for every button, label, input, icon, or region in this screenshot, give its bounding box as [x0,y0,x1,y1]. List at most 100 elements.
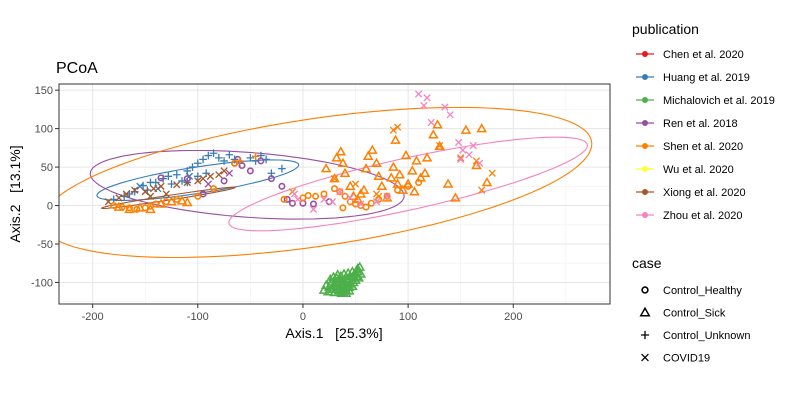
point-shen-sick [155,198,167,208]
point-shen-sick [409,186,420,196]
point-mich-sick [354,261,366,271]
point-mich-sick [335,270,347,281]
point-ren-healthy [157,174,165,182]
legend-key-dot-huang [642,74,648,80]
ellipse-shen [59,106,593,259]
point-shen-sick [166,196,177,206]
ellipse-huang [96,159,300,201]
point-zhou-covid [427,118,435,127]
legend-key-dot-chen [642,51,648,57]
legend-key-sick [639,306,651,317]
point-huang-unknown [164,172,173,181]
plot-border [58,83,611,305]
point-shen-covid [478,186,486,194]
point-shen-unknown [236,157,244,165]
y-tick-label: 150 [35,85,53,97]
point-zhou-covid [454,138,463,147]
point-ren-healthy [278,182,286,190]
point-shen-sick [360,163,372,173]
legend-label-ren: Ren et al. 2018 [663,118,738,130]
legend-label-xiong: Xiong et al. 2020 [663,187,746,199]
point-ren-healthy [246,167,254,175]
point-shen-sick [415,172,427,182]
point-shen-sick [176,195,188,205]
point-zhou-covid [475,159,484,167]
point-shen-covid [435,141,444,150]
point-zhou-covid [465,151,473,159]
point-huang-unknown [209,149,218,158]
y-tick-label: -50 [37,239,53,251]
point-ren-healthy [309,200,317,208]
point-ren-healthy [257,157,265,165]
point-mich-sick [322,286,334,296]
point-shen-sick [434,140,445,151]
point-shen-sick [124,203,135,214]
point-shen-sick [358,184,370,194]
x-tick-label: 100 [399,311,417,323]
point-shen-sick [390,134,401,144]
legend-key-dot-mich [642,97,648,103]
ellipse-ren [89,149,405,220]
point-mich-sick [331,272,342,282]
point-shen-unknown [251,152,260,161]
point-zhou-covid [383,192,391,200]
point-shen-healthy [210,185,218,193]
legend-case-title: case [632,255,662,271]
point-shen-sick [402,178,414,188]
point-huang-unknown [172,170,181,179]
point-shen-covid [330,174,339,183]
point-xiong-covid [149,184,158,193]
point-shen-sick [388,161,399,171]
point-shen-sick [385,172,397,182]
point-shen-sick [432,119,443,129]
plot-panel [59,84,610,304]
point-xiong-covid [131,186,139,194]
legend-key-unknown [640,330,650,340]
point-zhou-covid [423,94,431,102]
point-shen-sick [450,192,461,202]
point-zhou-covid [446,111,454,119]
x-axis: -200 -100 0 100 200 [82,304,522,323]
legend-key-dot-wu [642,166,648,172]
point-zhou-covid [414,90,423,98]
point-shen-sick [460,124,472,134]
point-shen-sick [113,201,125,211]
point-zhou-covid [346,194,354,202]
point-shen-healthy [194,192,202,200]
point-shen-sick [331,152,342,162]
point-shen-healthy [280,195,288,203]
point-shen-sick [134,202,146,212]
point-huang-unknown [204,151,213,160]
point-huang-unknown [246,154,255,162]
point-shen-sick [335,146,347,156]
point-mich-sick [351,270,362,281]
legend-label-huang: Huang et al. 2019 [663,72,750,84]
point-shen-sick [394,169,405,179]
point-zhou-covid [459,146,467,154]
point-shen-healthy [336,188,344,196]
point-mich-sick [340,287,352,297]
point-shen-sick [397,184,409,194]
point-ren-healthy [288,199,296,207]
point-shen-healthy [173,195,181,203]
point-zhou-covid [328,198,337,206]
point-shen-healthy [320,190,328,198]
point-huang-unknown [146,178,155,187]
point-ren-covid [225,169,234,177]
point-shen-sick [481,176,493,187]
point-shen-sick [421,152,433,162]
x-tick-label: -100 [187,311,209,323]
point-shen-sick [371,157,382,167]
point-ren-healthy [183,175,191,183]
point-huang-unknown [167,180,176,188]
legend-key-dot-zhou [642,212,648,218]
point-zhou-covid [357,200,365,208]
point-shen-sick [329,173,340,183]
point-zhou-covid [457,155,465,164]
point-huang-unknown [225,150,234,159]
x-tick-label: 200 [504,311,522,323]
point-zhou-covid [441,103,449,111]
y-axis-title: Axis.2 [13.1%] [7,145,23,242]
point-huang-unknown [199,155,207,164]
